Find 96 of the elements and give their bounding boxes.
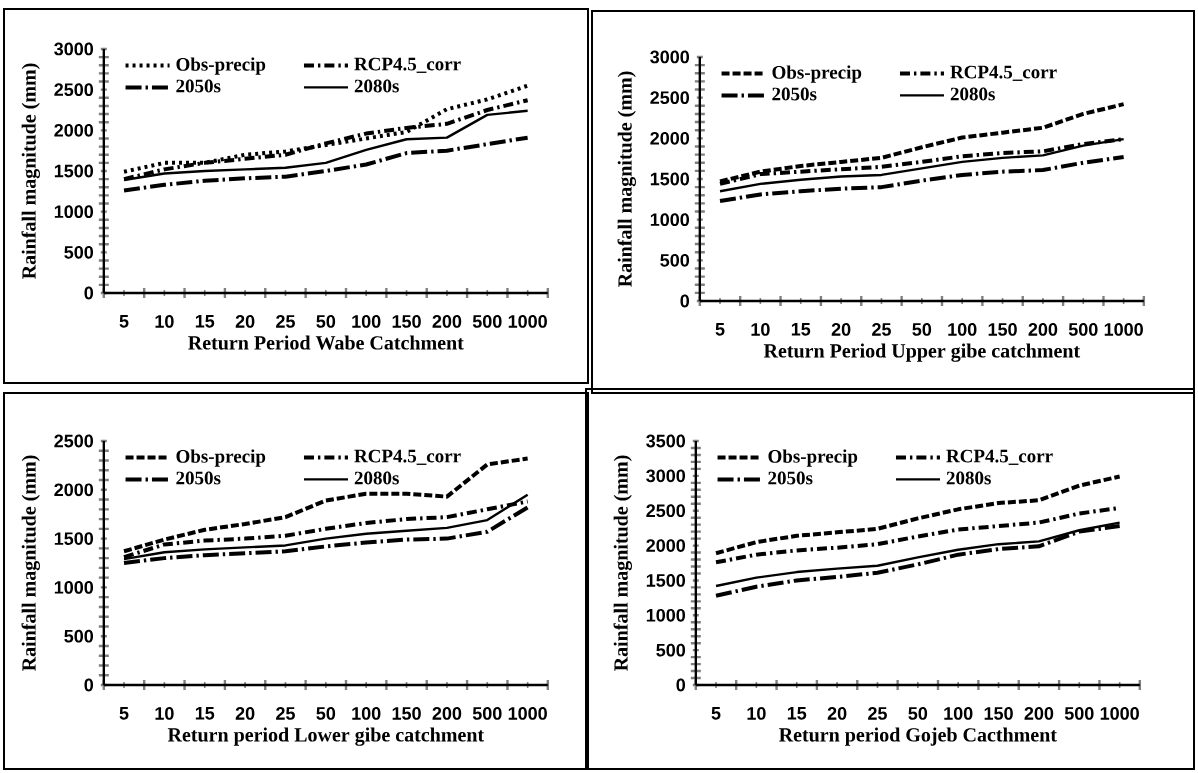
x-axis-title: Return period Lower gibe catchment [167, 727, 485, 746]
x-tick-label: 25 [276, 315, 295, 328]
y-tick-label: 0 [676, 678, 686, 692]
y-tick-label: 1500 [54, 164, 94, 178]
x-tick-label: 15 [195, 315, 215, 328]
x-tick-label: 150 [984, 707, 1013, 720]
x-tick-label: 15 [791, 323, 811, 336]
x-tick-label: 50 [316, 707, 336, 720]
y-tick-label: 2500 [54, 434, 94, 448]
y-tick-label: 1500 [646, 574, 686, 587]
x-tick-label: 20 [235, 315, 255, 328]
x-tick-label: 500 [1068, 323, 1098, 336]
legend-label: Obs-precip [176, 449, 266, 467]
y-tick-label: 500 [656, 643, 686, 657]
y-tick-label: 0 [84, 678, 94, 692]
x-tick-label: 100 [944, 707, 973, 720]
legend-label: 2080s [354, 79, 399, 93]
x-tick-label: 5 [119, 315, 129, 328]
x-tick-label: 25 [868, 707, 887, 720]
y-tick-label: 3000 [54, 42, 94, 56]
x-axis-title: Return period Gojeb Cacthment [779, 727, 1057, 746]
x-tick-label: 15 [195, 707, 215, 720]
x-tick-label: 15 [787, 707, 807, 720]
legend-label: 2080s [946, 471, 991, 485]
legend-label: RCP4.5_corr [354, 449, 461, 465]
legend-label: RCP4.5_corr [354, 57, 461, 73]
legend-label: Obs-precip [176, 57, 266, 75]
x-tick-label: 20 [235, 707, 255, 720]
x-tick-label: 200 [432, 707, 462, 720]
x-tick-label: 1000 [1104, 323, 1143, 336]
x-tick-label: 100 [352, 707, 381, 720]
y-tick-label: 3000 [650, 50, 690, 64]
y-tick-label: 2000 [54, 483, 94, 497]
legend-label: 2050s [176, 471, 221, 485]
x-tick-label: 200 [432, 315, 462, 328]
y-tick-label: 500 [64, 245, 94, 259]
legend-label: 2050s [768, 471, 813, 485]
y-tick-label: 1000 [54, 581, 94, 594]
x-tick-label: 25 [276, 707, 295, 720]
legend-label: Obs-precip [772, 65, 862, 83]
x-tick-label: 20 [827, 707, 847, 720]
x-tick-label: 100 [948, 323, 977, 336]
legend-label: Obs-precip [768, 449, 858, 467]
x-tick-label: 200 [1024, 707, 1054, 720]
y-tick-label: 2500 [54, 83, 94, 97]
x-tick-label: 500 [472, 315, 502, 328]
y-tick-label: 2000 [54, 123, 94, 137]
y-tick-label: 1500 [650, 172, 690, 186]
y-tick-label: 500 [660, 253, 690, 267]
y-axis-title: Rainfall magnitude (mm) [613, 455, 632, 671]
x-tick-label: 10 [155, 707, 174, 720]
x-tick-label: 1000 [508, 707, 547, 720]
y-tick-label: 3500 [646, 434, 686, 448]
x-tick-label: 5 [119, 707, 129, 720]
legend-label: 2080s [354, 471, 399, 485]
x-tick-label: 10 [751, 323, 770, 336]
y-tick-label: 2500 [650, 91, 690, 105]
x-tick-label: 1000 [508, 315, 547, 328]
y-tick-label: 1000 [646, 608, 686, 622]
y-tick-label: 3000 [646, 469, 686, 483]
x-tick-label: 150 [988, 323, 1017, 336]
x-tick-label: 1000 [1100, 707, 1139, 720]
y-axis-title: Rainfall magnitude (mm) [21, 455, 40, 671]
y-tick-label: 1000 [54, 205, 94, 219]
legend-label: 2050s [772, 87, 817, 101]
x-tick-label: 150 [392, 707, 421, 720]
legend-label: RCP4.5_corr [946, 449, 1053, 465]
x-axis-title: Return Period Upper gibe catchment [763, 343, 1081, 362]
x-tick-label: 150 [392, 315, 421, 328]
x-tick-label: 25 [872, 323, 891, 336]
y-tick-label: 2500 [646, 504, 686, 518]
x-tick-label: 50 [316, 315, 336, 328]
x-tick-label: 10 [155, 315, 174, 328]
x-tick-label: 5 [711, 707, 721, 720]
x-tick-label: 50 [908, 707, 928, 720]
legend-label: 2080s [950, 87, 995, 101]
x-axis-title: Return Period Wabe Catchment [188, 335, 464, 350]
x-tick-label: 100 [352, 315, 381, 328]
x-tick-label: 20 [831, 323, 851, 336]
x-tick-label: 10 [747, 707, 766, 720]
y-tick-label: 0 [84, 286, 94, 300]
y-tick-label: 2000 [650, 131, 690, 145]
y-tick-label: 0 [680, 294, 690, 308]
x-tick-label: 500 [1064, 707, 1094, 720]
x-tick-label: 50 [912, 323, 932, 336]
legend-label: 2050s [176, 79, 221, 93]
y-axis-title: Rainfall magnitude (mm) [617, 71, 636, 287]
y-axis-title: Rainfall magnitude (mm) [21, 63, 40, 279]
y-tick-label: 500 [64, 629, 94, 643]
x-tick-label: 500 [472, 707, 502, 720]
x-tick-label: 5 [715, 323, 725, 336]
legend-label: RCP4.5_corr [950, 65, 1057, 81]
y-tick-label: 1500 [54, 532, 94, 545]
y-tick-label: 2000 [646, 539, 686, 552]
x-tick-label: 200 [1028, 323, 1058, 336]
y-tick-label: 1000 [650, 213, 690, 227]
